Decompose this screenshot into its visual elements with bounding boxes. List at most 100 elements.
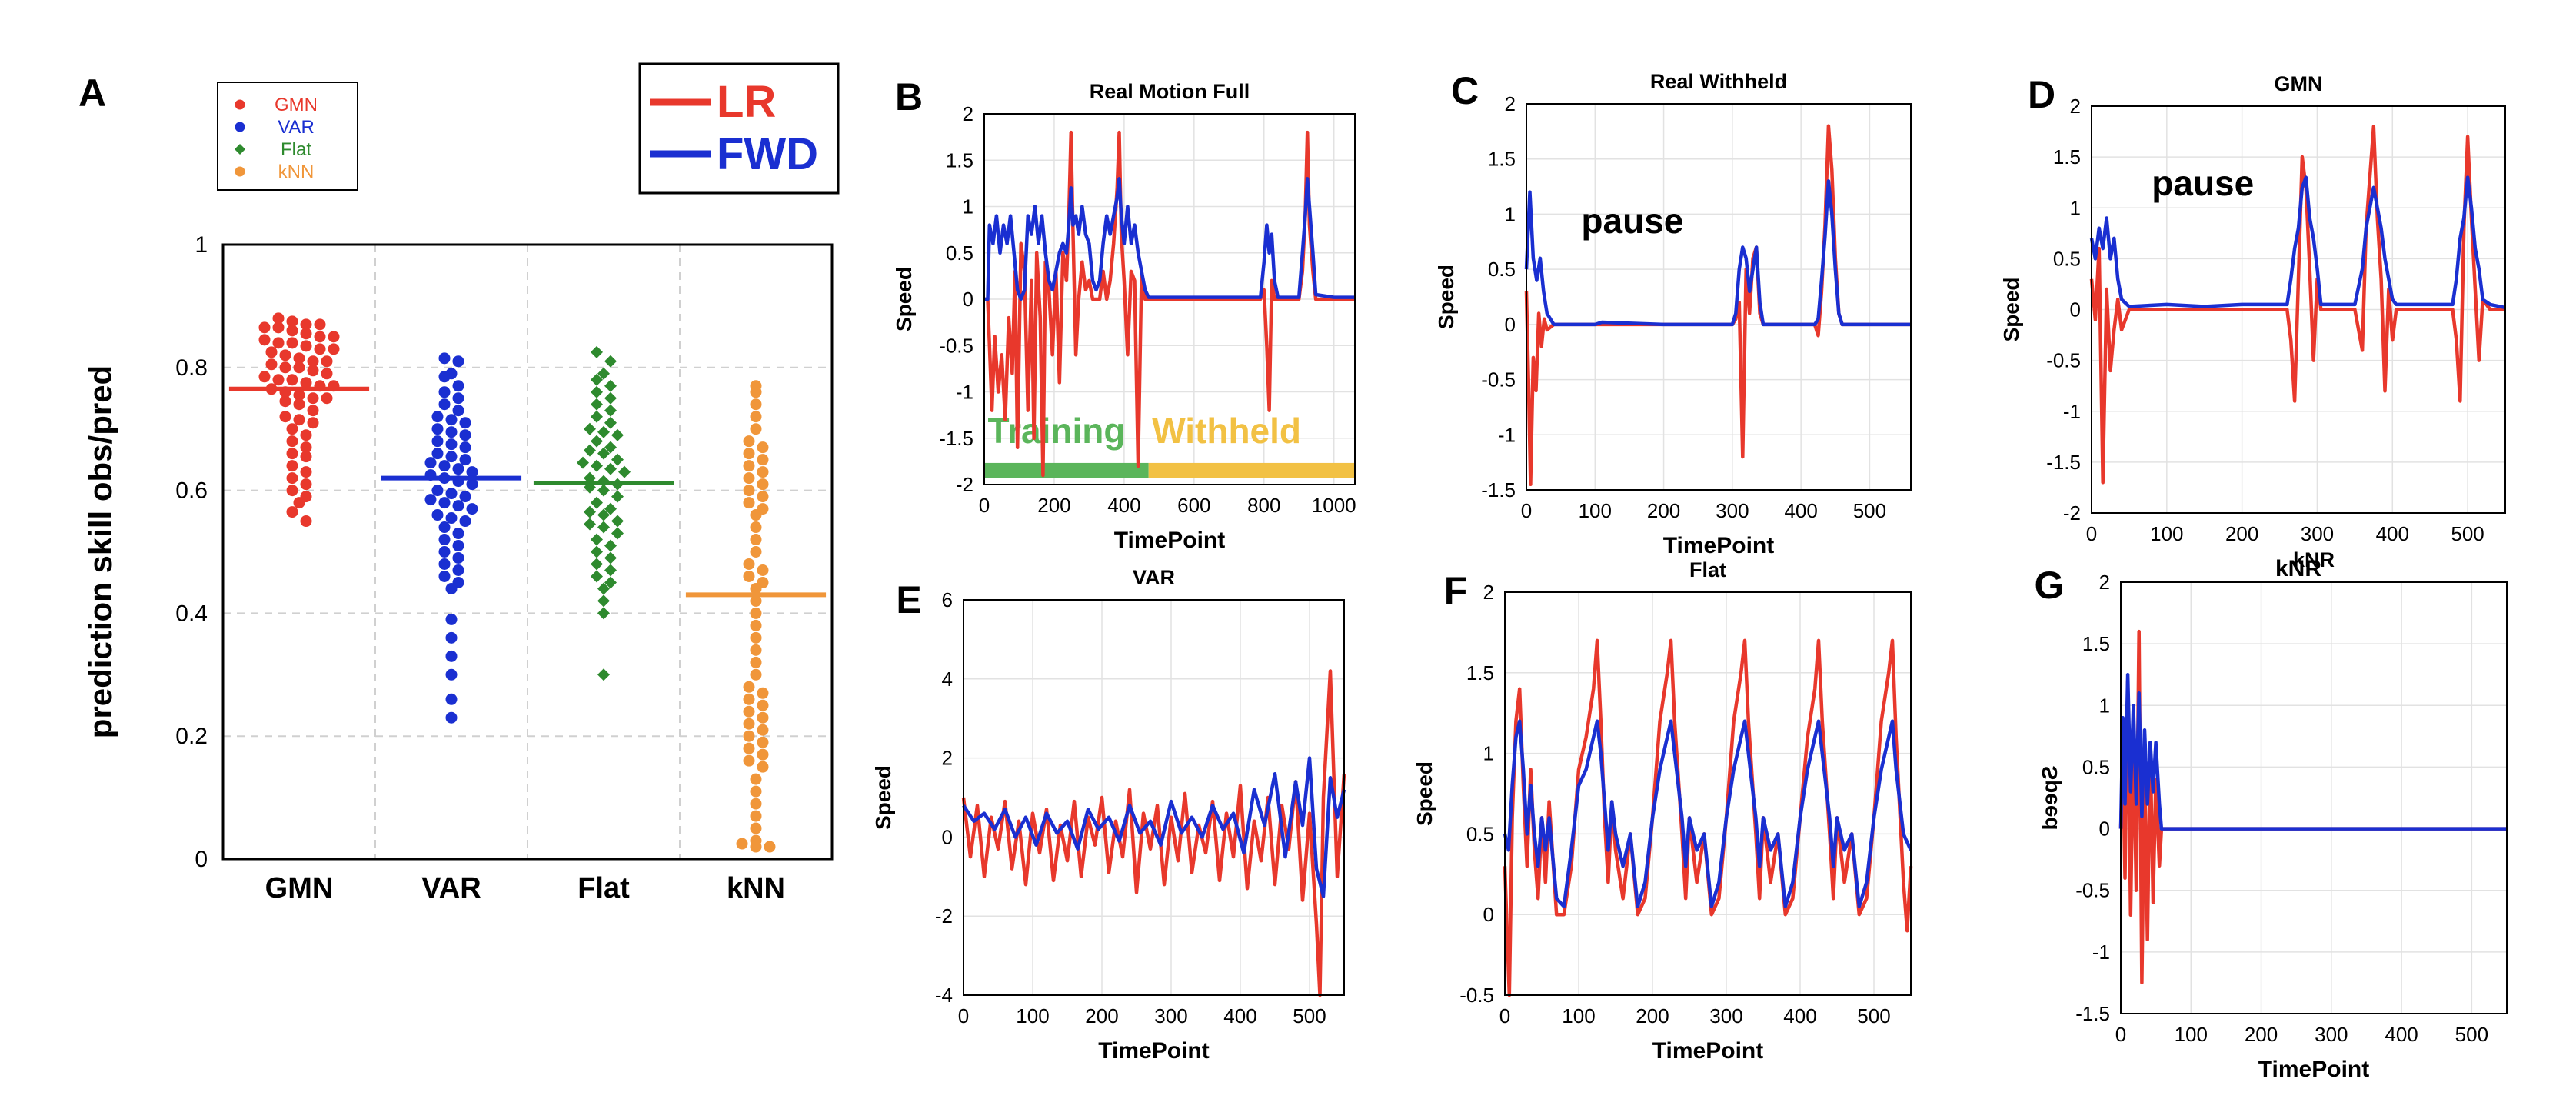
data-point-GMN bbox=[286, 485, 298, 497]
data-point-GMN bbox=[258, 321, 271, 334]
panel-letter-B: B bbox=[895, 75, 923, 118]
data-point-GMN bbox=[321, 355, 333, 368]
data-point-GMN bbox=[272, 312, 285, 325]
x-tick-label: 200 bbox=[1037, 494, 1070, 517]
data-point-kNN bbox=[757, 748, 769, 761]
data-point-GMN bbox=[307, 365, 319, 377]
x-tick-label: 200 bbox=[1647, 499, 1680, 522]
data-point-kNN bbox=[750, 521, 762, 534]
data-point-VAR bbox=[445, 582, 458, 594]
x-tick-label: 400 bbox=[2385, 1023, 2418, 1046]
x-tick-label: 200 bbox=[1085, 1004, 1118, 1027]
data-point-VAR bbox=[466, 503, 478, 515]
data-point-GMN bbox=[328, 331, 340, 343]
y-axis-label: Speed bbox=[871, 765, 895, 830]
data-point-kNN bbox=[750, 594, 762, 607]
panel-letter-E: E bbox=[896, 578, 921, 621]
y-tick-label: -1 bbox=[1498, 423, 1516, 446]
x-tick-label: 300 bbox=[1154, 1004, 1187, 1027]
data-point-Flat bbox=[597, 484, 610, 497]
y-tick-label: 1 bbox=[2070, 196, 2081, 219]
data-point-Flat bbox=[597, 594, 610, 608]
series-line-FWD bbox=[1524, 179, 1911, 327]
data-point-GMN bbox=[258, 371, 271, 383]
data-point-kNN bbox=[743, 570, 755, 582]
chart-title: Real Withheld bbox=[1650, 70, 1787, 93]
data-point-GMN bbox=[286, 448, 298, 460]
data-point-VAR bbox=[445, 426, 458, 438]
y-tick-label: 2 bbox=[1505, 92, 1516, 115]
data-point-kNN bbox=[764, 841, 776, 853]
pause-label: pause bbox=[2152, 163, 2254, 203]
data-point-VAR bbox=[431, 448, 444, 460]
data-point-VAR bbox=[466, 478, 478, 491]
data-point-kNN bbox=[750, 619, 762, 631]
data-point-Flat bbox=[604, 502, 617, 515]
x-tick-label: 400 bbox=[2376, 522, 2409, 545]
y-tick-label: 0 bbox=[963, 288, 973, 311]
axes-frame bbox=[963, 599, 1345, 996]
data-point-Flat bbox=[577, 456, 589, 469]
x-tick-label: 0 bbox=[979, 494, 990, 517]
data-point-Flat bbox=[591, 385, 603, 398]
data-point-VAR bbox=[459, 491, 471, 503]
data-point-kNN bbox=[743, 730, 755, 742]
data-point-Flat bbox=[584, 518, 596, 531]
data-point-Flat bbox=[604, 391, 617, 405]
axes-frame bbox=[1504, 591, 1912, 996]
data-point-kNN bbox=[743, 754, 755, 767]
series-line-FWD bbox=[962, 756, 1346, 898]
series-line-LR bbox=[1503, 638, 1913, 997]
data-point-VAR bbox=[438, 546, 451, 558]
data-point-GMN bbox=[321, 368, 333, 380]
data-point-VAR bbox=[445, 414, 458, 426]
chart-title: Flat bbox=[1689, 558, 1726, 581]
axes-frame bbox=[2120, 581, 2508, 1014]
data-point-GMN bbox=[314, 331, 326, 343]
x-tick-label: 0 bbox=[2115, 1023, 2126, 1046]
x-tick-label: 1000 bbox=[1312, 494, 1356, 517]
data-point-VAR bbox=[438, 398, 451, 411]
category-label-GMN: GMN bbox=[265, 872, 334, 904]
y-tick-label: 0 bbox=[195, 847, 208, 872]
data-point-GMN bbox=[293, 398, 305, 411]
y-tick-label: 0 bbox=[2070, 298, 2081, 321]
data-point-VAR bbox=[459, 441, 471, 454]
data-point-VAR bbox=[438, 386, 451, 398]
data-point-GMN bbox=[272, 337, 285, 349]
data-point-GMN bbox=[279, 411, 291, 423]
series-line-LR bbox=[2089, 125, 2505, 485]
data-point-VAR bbox=[431, 411, 444, 423]
data-point-kNN bbox=[750, 810, 762, 822]
x-tick-label: 200 bbox=[2245, 1023, 2278, 1046]
data-point-VAR bbox=[459, 417, 471, 429]
data-point-Flat bbox=[597, 607, 610, 620]
data-point-Flat bbox=[597, 425, 610, 438]
chart-title: kNR bbox=[2293, 548, 2335, 571]
data-point-Flat bbox=[611, 527, 624, 540]
data-point-GMN bbox=[314, 343, 326, 355]
data-point-GMN bbox=[286, 325, 298, 337]
data-point-GMN bbox=[307, 355, 319, 368]
series-line-LR bbox=[1524, 124, 1911, 487]
data-point-kNN bbox=[757, 441, 769, 454]
y-tick-label: 2 bbox=[963, 102, 973, 125]
y-tick-label: 2 bbox=[2099, 571, 2110, 594]
data-point-GMN bbox=[307, 392, 319, 405]
data-point-kNN bbox=[743, 681, 755, 693]
data-point-VAR bbox=[424, 457, 437, 469]
x-tick-label: 100 bbox=[1562, 1004, 1595, 1027]
data-point-Flat bbox=[591, 410, 603, 423]
data-point-kNN bbox=[750, 398, 762, 411]
chart-E: -4 -2 0 2 4 6 0 100 200 300 400 500 VAR TimePoint Spee… bbox=[871, 566, 1346, 1064]
data-point-kNN bbox=[750, 668, 762, 681]
y-tick-label: 2 bbox=[942, 747, 953, 770]
x-tick-label: 500 bbox=[2455, 1023, 2488, 1046]
data-point-kNN bbox=[750, 386, 762, 398]
data-point-kNN bbox=[750, 841, 762, 853]
data-point-Flat bbox=[604, 576, 617, 589]
y-tick-label: 0 bbox=[942, 825, 953, 848]
x-tick-label: 800 bbox=[1247, 494, 1280, 517]
